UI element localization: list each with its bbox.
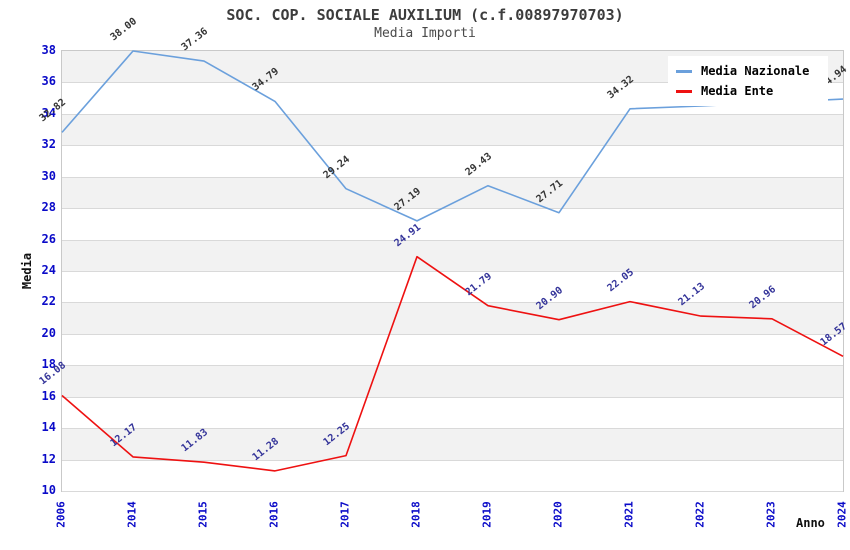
plot-band — [62, 365, 843, 397]
x-tick-label: 2019 — [480, 501, 494, 528]
gridline — [62, 145, 843, 147]
y-tick-label: 28 — [41, 200, 56, 215]
y-tick-label: 18 — [41, 357, 56, 372]
x-tick-label: 2018 — [409, 501, 423, 528]
gridline — [62, 333, 843, 335]
y-tick-label: 26 — [41, 231, 56, 246]
gridline — [62, 365, 843, 367]
x-tick-label: 2024 — [835, 501, 849, 528]
gridline — [62, 113, 843, 115]
y-tick-label: 38 — [41, 43, 56, 57]
gridline — [62, 302, 843, 304]
y-tick-label: 34 — [41, 105, 56, 120]
y-axis-title: Media — [20, 252, 34, 290]
ente-line-swatch-icon — [676, 89, 692, 93]
gridline — [62, 239, 843, 241]
nazionale-line-swatch-icon — [676, 69, 692, 73]
gridline — [62, 428, 843, 430]
y-tick-label: 10 — [41, 483, 56, 497]
gridline — [62, 491, 843, 492]
chart-title: SOC. COP. SOCIALE AUXILIUM (c.f.00897970… — [226, 6, 624, 24]
x-tick-label: 2016 — [267, 501, 281, 528]
plot-area — [61, 50, 844, 492]
x-tick-label: 2014 — [125, 501, 139, 528]
gridline — [62, 82, 843, 84]
x-tick-label: 2022 — [693, 501, 707, 528]
x-tick-label: 2015 — [196, 501, 210, 528]
legend-box: Media Nazionale Media Ente — [668, 56, 828, 106]
plot-band — [62, 113, 843, 146]
y-tick-label: 22 — [41, 294, 56, 309]
x-tick-label: 2023 — [764, 501, 778, 528]
series-line-media-ente — [61, 255, 844, 472]
legend-label: Media Nazionale — [701, 64, 810, 78]
x-axis-title: Anno — [796, 516, 825, 530]
legend-label: Media Ente — [701, 84, 774, 98]
plot-band — [62, 302, 843, 334]
y-tick-label: 14 — [41, 420, 56, 435]
y-tick-label: 24 — [41, 263, 56, 277]
gridline — [62, 208, 843, 210]
x-tick-label: 2006 — [54, 501, 68, 528]
y-tick-label: 32 — [41, 137, 56, 152]
x-tick-label: 2017 — [338, 501, 352, 528]
y-tick-label: 20 — [41, 325, 56, 340]
x-tick-label: 2021 — [622, 501, 636, 528]
gridline — [62, 271, 843, 272]
chart-subtitle: Media Importi — [374, 26, 476, 41]
plot-band — [62, 428, 843, 460]
legend-item-ente: Media Ente — [676, 81, 824, 101]
series-lines — [61, 50, 844, 472]
gridline — [62, 176, 843, 178]
x-tick-label: 2020 — [551, 501, 565, 528]
y-tick-label: 12 — [41, 451, 56, 466]
gridline — [62, 396, 843, 398]
y-tick-label: 16 — [41, 388, 56, 403]
legend-item-nazionale: Media Nazionale — [676, 61, 824, 81]
plot-band — [62, 239, 843, 271]
y-tick-label: 30 — [41, 168, 56, 183]
y-tick-label: 36 — [41, 74, 56, 89]
gridline — [62, 459, 843, 461]
